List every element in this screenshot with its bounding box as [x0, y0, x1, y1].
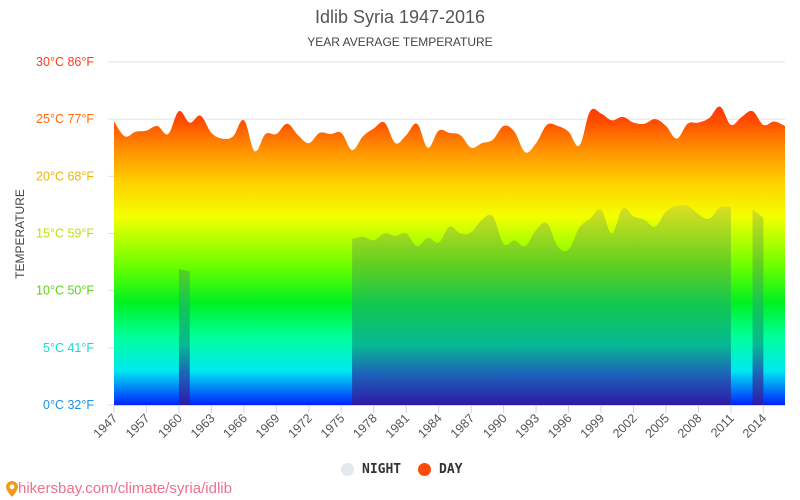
- legend-day[interactable]: DAY: [418, 462, 462, 477]
- x-tick-label: 1984: [415, 411, 445, 441]
- x-tick-label: 1960: [155, 411, 185, 441]
- chart-title: Idlib Syria 1947-2016: [314, 7, 486, 27]
- x-tick-label: 1990: [480, 411, 510, 441]
- source-url: hikersbay.com/climate/syria/idlib: [18, 480, 232, 497]
- y-tick-label: 25°C 77°F: [36, 112, 94, 126]
- x-tick-label: 2002: [610, 411, 640, 441]
- x-tick-label: 2005: [643, 411, 673, 441]
- legend-night-label: NIGHT: [362, 462, 402, 477]
- x-tick-label: 1969: [253, 411, 283, 441]
- x-tick-label: 2008: [675, 411, 705, 441]
- legend-day-label: DAY: [439, 462, 463, 477]
- x-tick-label: 1966: [220, 411, 250, 441]
- y-tick-label: 30°C 86°F: [36, 55, 94, 69]
- y-tick-label: 5°C 41°F: [43, 341, 94, 355]
- day-legend-dot-icon: [418, 463, 431, 476]
- x-tick-label: 1981: [383, 411, 413, 441]
- x-tick-label: 1978: [350, 411, 380, 441]
- map-pin-icon: [6, 480, 18, 497]
- x-tick-label: 1996: [545, 411, 575, 441]
- night-series-area: [752, 209, 764, 405]
- x-tick-label: 1947: [91, 411, 121, 441]
- x-tick-label: 1999: [578, 411, 608, 441]
- x-tick-label: 1987: [448, 411, 478, 441]
- night-legend-dot-icon: [341, 463, 354, 476]
- y-tick-label: 0°C 32°F: [43, 398, 94, 412]
- chart-subtitle: YEAR AVERAGE TEMPERATURE: [307, 35, 493, 49]
- y-tick-label: 10°C 50°F: [36, 284, 94, 298]
- source-link[interactable]: hikersbay.com/climate/syria/idlib: [6, 480, 232, 497]
- y-tick-label: 20°C 68°F: [36, 169, 94, 183]
- night-series-area: [352, 205, 731, 405]
- x-tick-label: 1993: [513, 411, 543, 441]
- x-tick-label: 2011: [708, 411, 737, 440]
- legend-night[interactable]: NIGHT: [341, 462, 401, 477]
- x-tick-label: 1975: [318, 411, 348, 441]
- x-tick-label: 2014: [740, 411, 770, 441]
- y-axis-label: TEMPERATURE: [13, 189, 27, 279]
- x-tick-label: 1963: [188, 411, 218, 441]
- night-series-area: [178, 268, 190, 405]
- x-tick-label: 1972: [285, 411, 315, 441]
- y-tick-label: 15°C 59°F: [36, 227, 94, 241]
- x-tick-label: 1957: [123, 411, 153, 441]
